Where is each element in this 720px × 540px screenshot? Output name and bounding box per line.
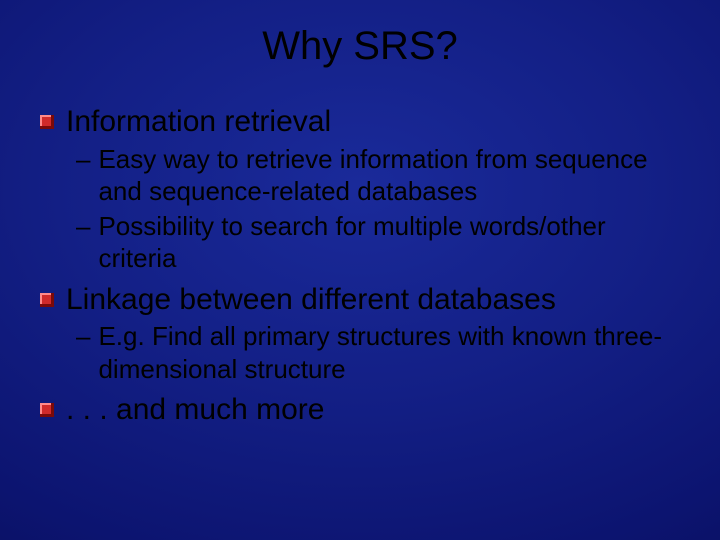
list-item-text: Linkage between different databases (66, 281, 556, 319)
list-subitem: – Easy way to retrieve information from … (40, 143, 690, 208)
list-subitem: – Possibility to search for multiple wor… (40, 210, 690, 275)
list-item-text: . . . and much more (66, 391, 324, 429)
list-item: Linkage between different databases (40, 281, 690, 319)
slide: Why SRS? Information retrieval – Easy wa… (0, 0, 720, 540)
slide-title: Why SRS? (0, 0, 720, 97)
square-bullet-icon (40, 293, 54, 307)
square-bullet-icon (40, 115, 54, 129)
list-subitem-text: Possibility to search for multiple words… (98, 210, 690, 275)
dash-bullet-icon: – (76, 143, 98, 176)
dash-bullet-icon: – (76, 210, 98, 243)
dash-bullet-icon: – (76, 320, 98, 353)
list-subitem-text: E.g. Find all primary structures with kn… (98, 320, 690, 385)
square-bullet-icon (40, 403, 54, 417)
list-item: Information retrieval (40, 103, 690, 141)
list-subitem: – E.g. Find all primary structures with … (40, 320, 690, 385)
list-subitem-text: Easy way to retrieve information from se… (98, 143, 690, 208)
list-item: . . . and much more (40, 391, 690, 429)
list-item-text: Information retrieval (66, 103, 331, 141)
slide-content: Information retrieval – Easy way to retr… (0, 103, 720, 429)
